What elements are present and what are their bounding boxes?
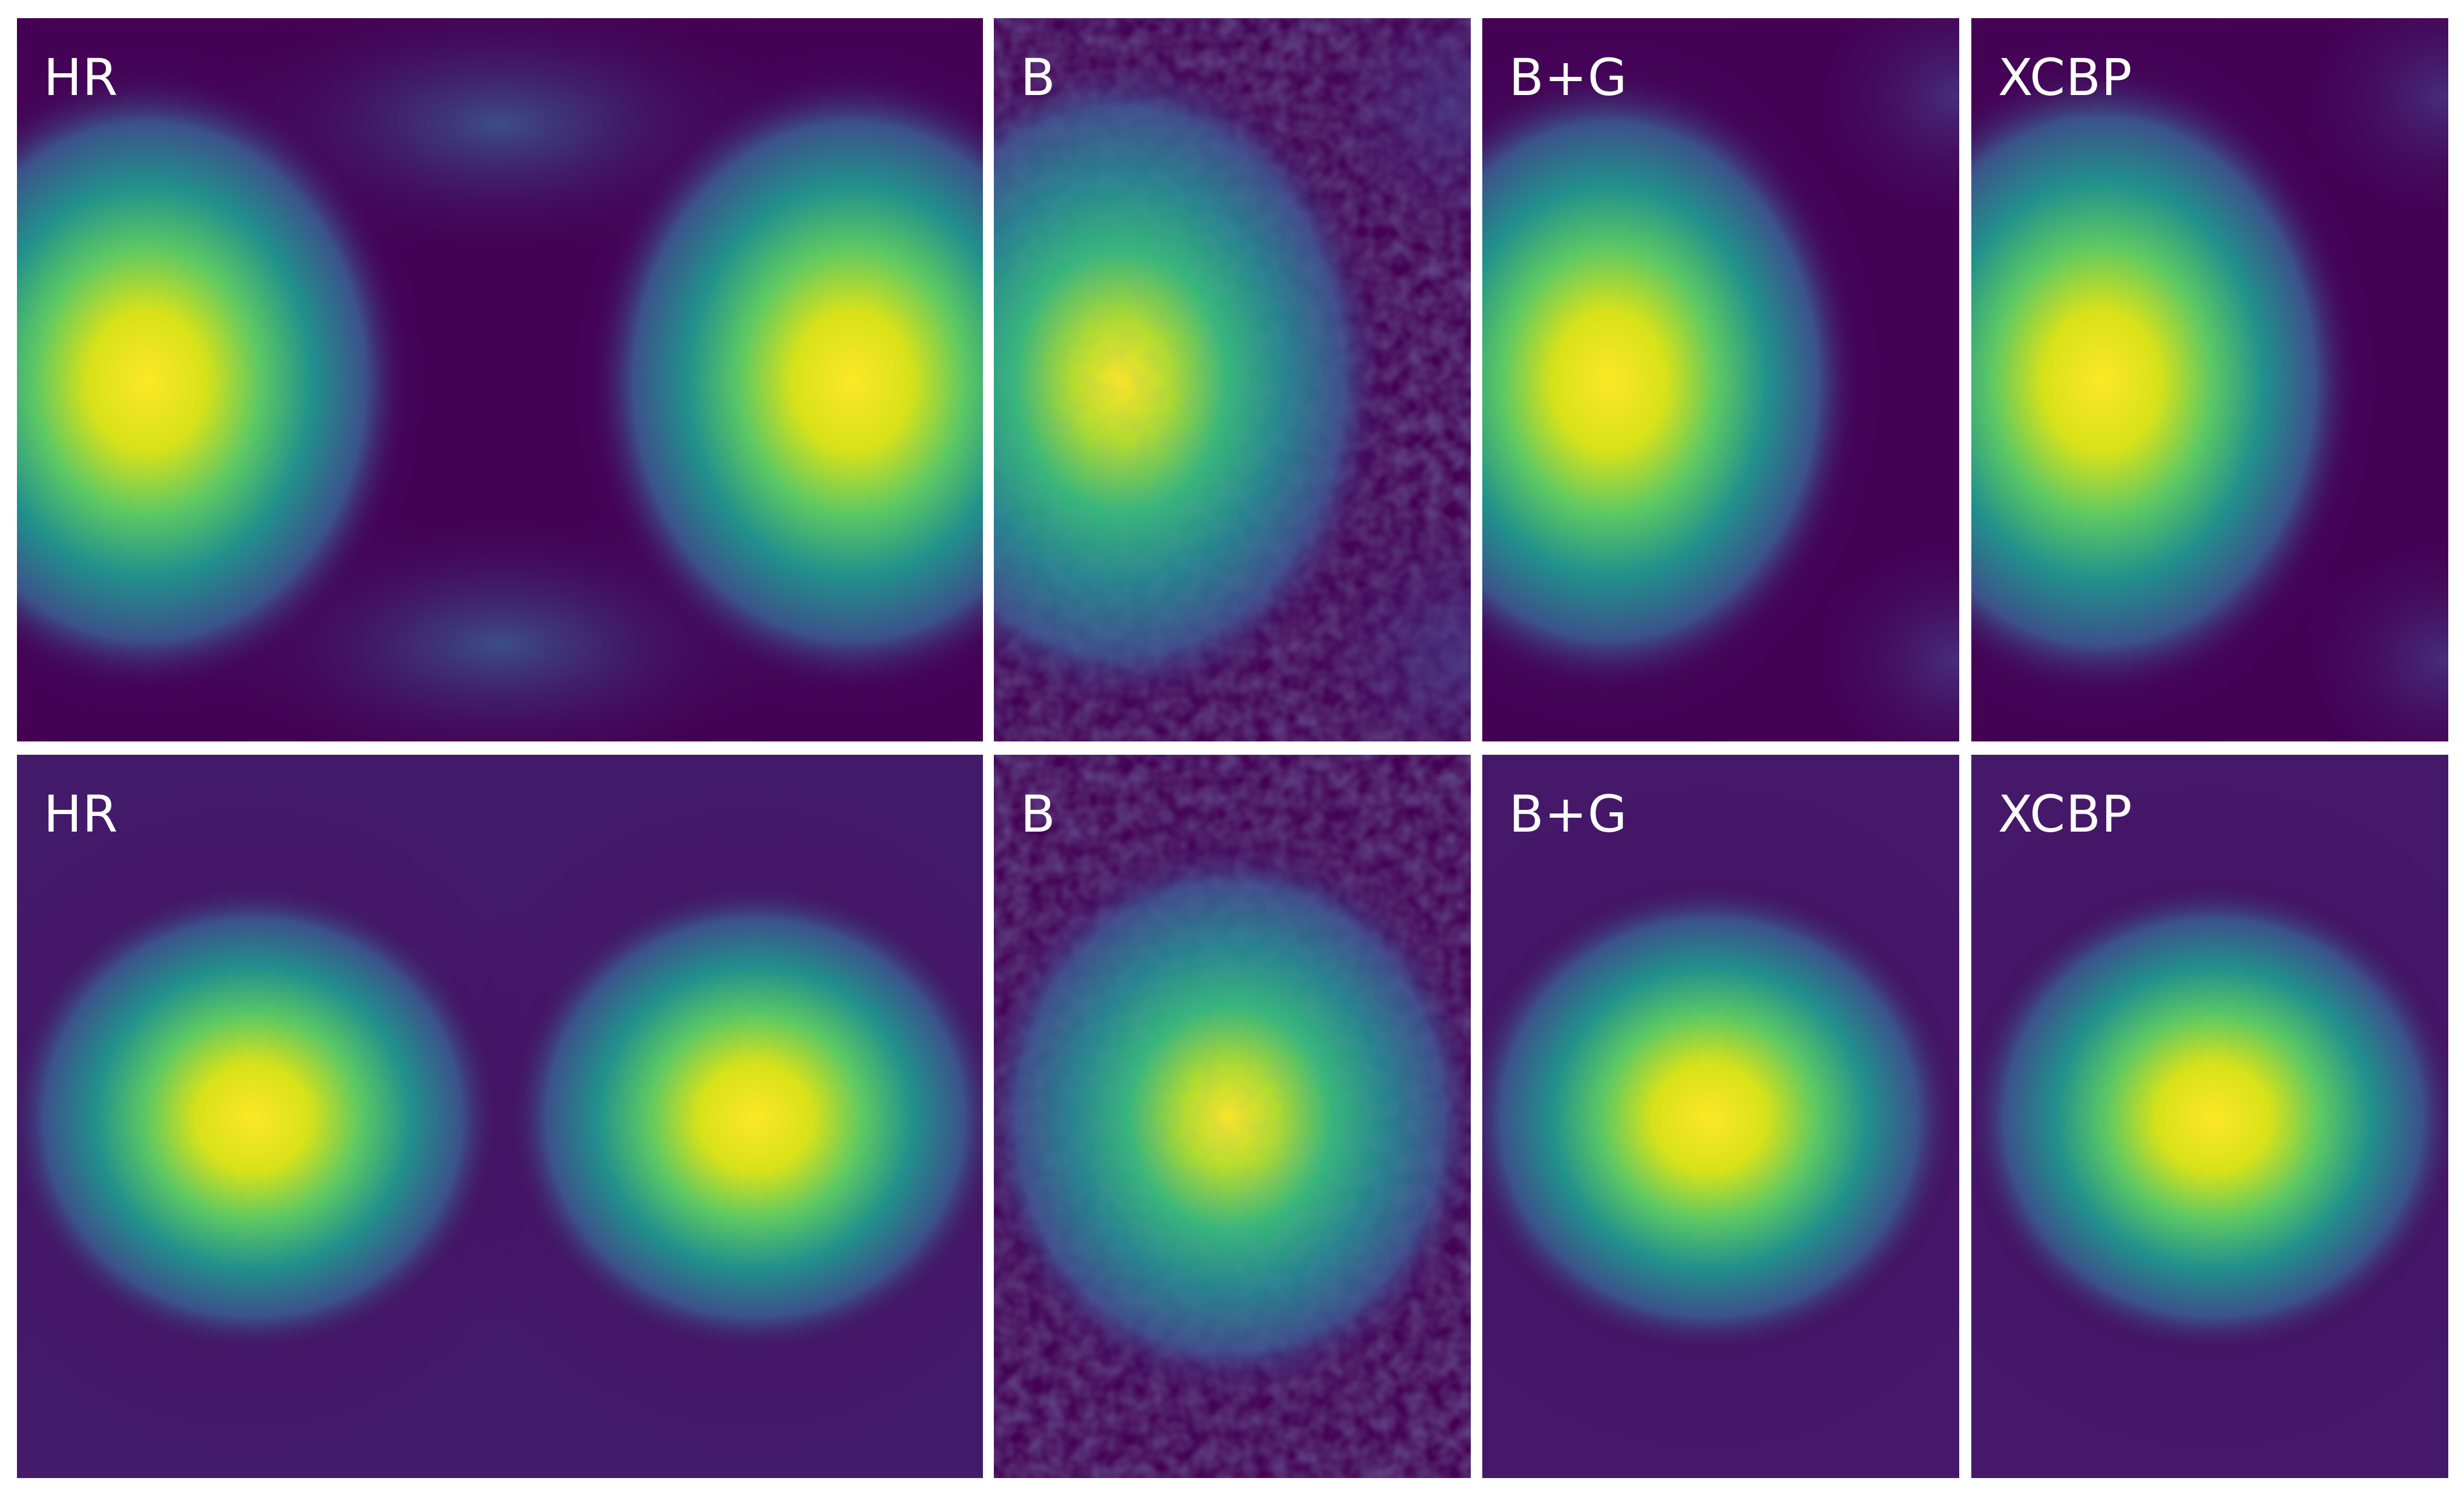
row1-b-panel: B <box>994 18 1471 741</box>
row2-bg-panel: B+G <box>1482 755 1959 1478</box>
panel-label: B+G <box>1509 48 1628 107</box>
panel-label: B <box>1020 48 1056 107</box>
row1-hr-image <box>17 18 983 741</box>
row2-b-image <box>994 755 1471 1478</box>
row2-xcbp-panel: XCBP <box>1971 755 2448 1478</box>
panel-label: HR <box>44 784 119 844</box>
row2-b-panel: B <box>994 755 1471 1478</box>
panel-label: B <box>1020 784 1056 844</box>
row1-hr-panel: HR <box>17 18 983 741</box>
row2-xcbp-image <box>1971 755 2448 1478</box>
row1-xcbp-image <box>1971 18 2448 741</box>
row1-xcbp-panel: XCBP <box>1971 18 2448 741</box>
row2-hr-panel: HR <box>17 755 983 1478</box>
row2-hr-image <box>17 755 983 1478</box>
panel-label: B+G <box>1509 784 1628 844</box>
panel-label: XCBP <box>1998 48 2133 107</box>
row2-bg-image <box>1482 755 1959 1478</box>
row1-bg-panel: B+G <box>1482 18 1959 741</box>
panel-label: XCBP <box>1998 784 2133 844</box>
panel-label: HR <box>44 48 119 107</box>
row1-b-image <box>994 18 1471 741</box>
row1-bg-image <box>1482 18 1959 741</box>
